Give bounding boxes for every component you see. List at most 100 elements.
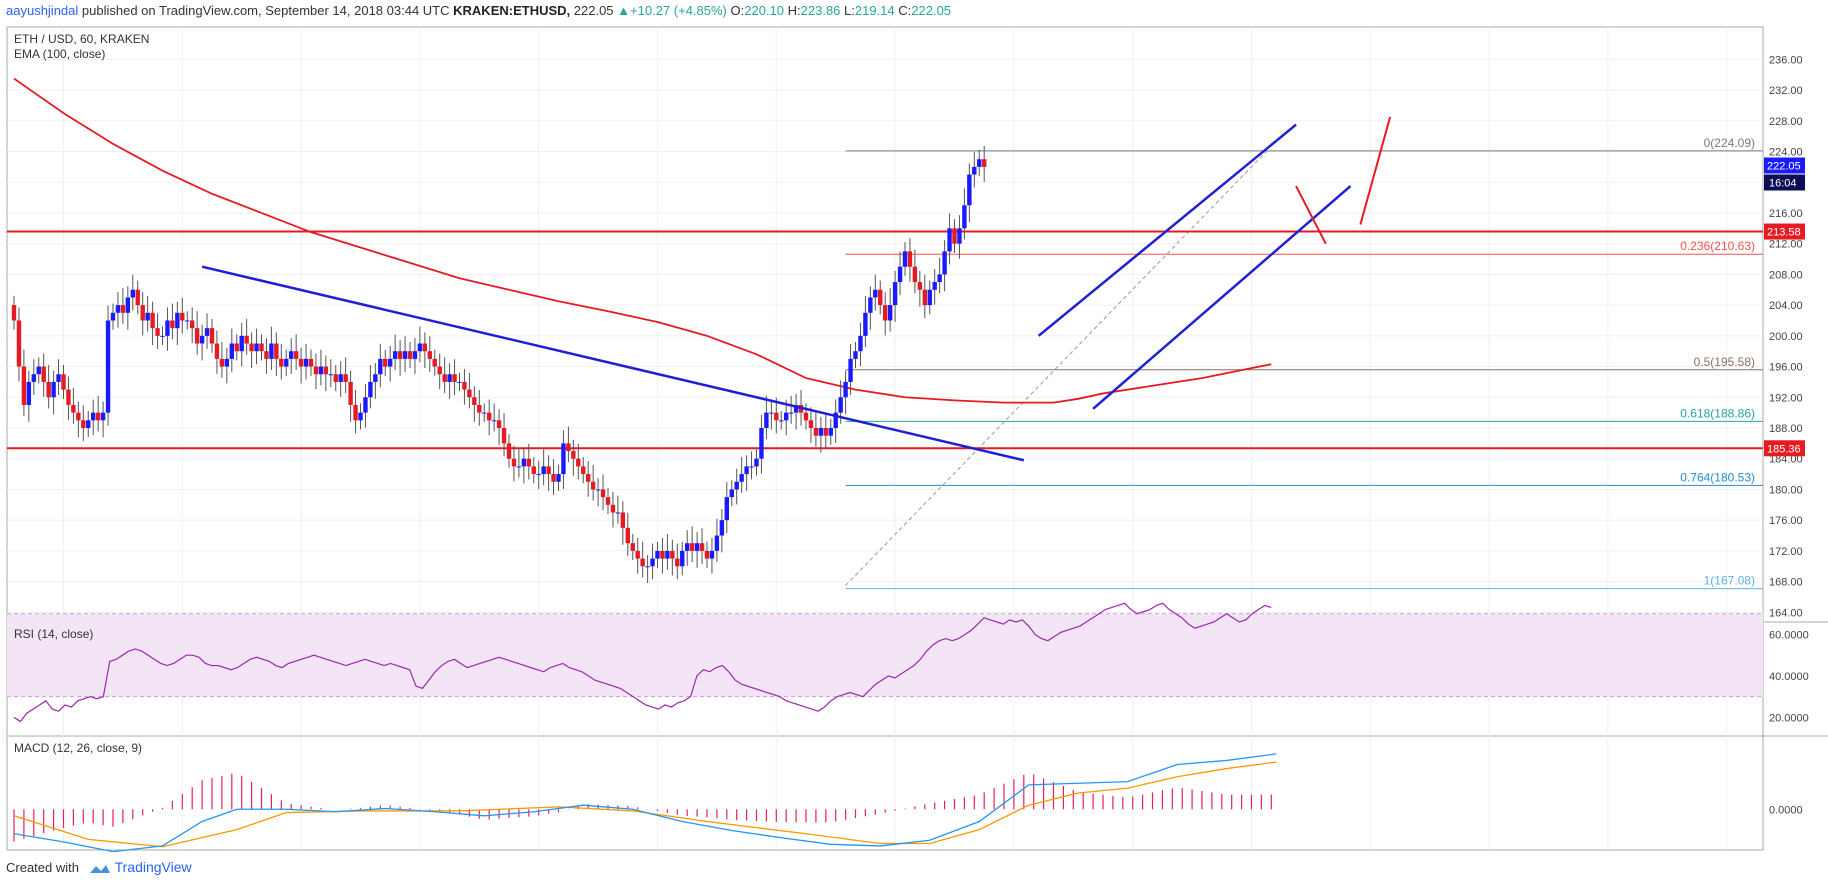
candle-body <box>724 497 729 521</box>
candle-body <box>571 451 576 459</box>
low-label: L: <box>844 3 855 18</box>
projection-line <box>1359 116 1392 225</box>
tradingview-link[interactable]: TradingView <box>114 859 192 875</box>
candle-body <box>665 550 670 559</box>
candle-body <box>175 312 180 329</box>
y-tick-label: 172.00 <box>1769 546 1803 558</box>
candle-body <box>491 420 497 422</box>
candle-body <box>640 558 645 567</box>
candle-body <box>625 527 630 544</box>
change-up-icon: ▲ <box>617 3 631 18</box>
candle-body <box>774 412 779 421</box>
candle-body <box>343 374 348 382</box>
candle-body <box>338 374 343 382</box>
candle-body <box>645 566 650 568</box>
candle-body <box>199 335 205 344</box>
fib-level-label: 1(167.08) <box>1704 574 1755 588</box>
chart-svg[interactable]: 912:001012:001112:001212:001312:001412:0… <box>0 22 1828 873</box>
y-tick-label: 224.00 <box>1769 147 1803 159</box>
candle-body <box>170 320 175 329</box>
chart-header: aayushjindal published on TradingView.co… <box>0 0 1828 22</box>
rsi-band <box>7 613 1763 697</box>
candle-body <box>922 289 927 306</box>
candle-body <box>551 474 556 482</box>
candle-body <box>397 351 403 359</box>
candle-body <box>590 481 596 490</box>
candle-body <box>358 412 363 421</box>
y-tick-label: 228.00 <box>1769 116 1803 128</box>
candle-body <box>729 489 734 498</box>
candle-body <box>36 366 41 375</box>
y-tick-label: 164.00 <box>1769 607 1803 619</box>
candle-body <box>284 358 289 367</box>
candle-body <box>808 420 814 428</box>
candle-body <box>670 550 675 559</box>
candle-body <box>289 351 294 359</box>
candle-body <box>858 335 863 352</box>
candle-body <box>714 535 720 551</box>
candle-body <box>784 412 789 421</box>
candle-body <box>61 374 66 390</box>
candle-body <box>86 420 91 428</box>
candle-body <box>813 428 819 436</box>
y-tick-label: 168.00 <box>1769 577 1803 589</box>
last-price-label: 222.05 <box>1767 160 1801 172</box>
candle-body <box>541 466 546 475</box>
candle-body <box>477 404 482 413</box>
candle-body <box>51 381 56 398</box>
candle-body <box>977 159 982 167</box>
fib-diagonal-line <box>845 151 1267 586</box>
candle-body <box>561 443 566 475</box>
candle-body <box>224 358 230 367</box>
candle-body <box>793 404 799 413</box>
candle-body <box>442 374 447 382</box>
y-tick-label: 180.00 <box>1769 484 1803 496</box>
candle-body <box>249 343 254 352</box>
candle-body <box>140 305 145 321</box>
candle-body <box>660 550 665 559</box>
ema-indicator-label: EMA (100, close) <box>14 47 105 61</box>
candle-body <box>11 305 17 321</box>
candle-body <box>892 282 898 306</box>
candle-body <box>873 289 878 298</box>
candle-body <box>863 312 868 336</box>
candle-body <box>704 550 710 559</box>
candle-body <box>982 159 987 167</box>
candle-body <box>927 289 932 306</box>
candle-body <box>818 428 824 436</box>
candles-group <box>11 146 987 584</box>
macd-histogram-group <box>13 773 1272 842</box>
candle-body <box>95 412 101 421</box>
candle-body <box>462 381 467 390</box>
high-label: H: <box>787 3 801 18</box>
candle-body <box>353 404 358 421</box>
candle-body <box>838 397 843 413</box>
y-tick-label: 236.00 <box>1769 54 1803 66</box>
candle-body <box>244 335 249 344</box>
candle-body <box>298 358 304 367</box>
candle-body <box>496 420 502 428</box>
chart-area[interactable]: 912:001012:001112:001212:001312:001412:0… <box>0 22 1828 873</box>
candle-body <box>417 343 423 352</box>
candle-body <box>739 474 744 482</box>
candle-body <box>46 381 51 398</box>
y-tick-label: 208.00 <box>1769 269 1803 281</box>
candle-body <box>328 374 333 376</box>
symbol-label: KRAKEN:ETHUSD, <box>453 3 571 18</box>
fib-level-label: 0.5(195.58) <box>1694 355 1755 369</box>
candle-body <box>907 251 913 267</box>
candle-body <box>214 343 220 359</box>
candle-body <box>427 351 432 359</box>
candle-body <box>373 374 378 382</box>
candle-body <box>120 305 126 313</box>
candle-body <box>269 343 274 359</box>
candle-body <box>615 512 621 514</box>
candle-body <box>566 443 571 452</box>
candle-body <box>71 404 76 413</box>
candle-body <box>16 320 22 367</box>
fib-level-label: 0(224.09) <box>1704 136 1755 150</box>
fib-level-label: 0.618(188.86) <box>1680 406 1755 420</box>
author-link[interactable]: aayushjindal <box>6 3 79 18</box>
candle-body <box>828 428 833 436</box>
candle-body <box>190 320 195 329</box>
